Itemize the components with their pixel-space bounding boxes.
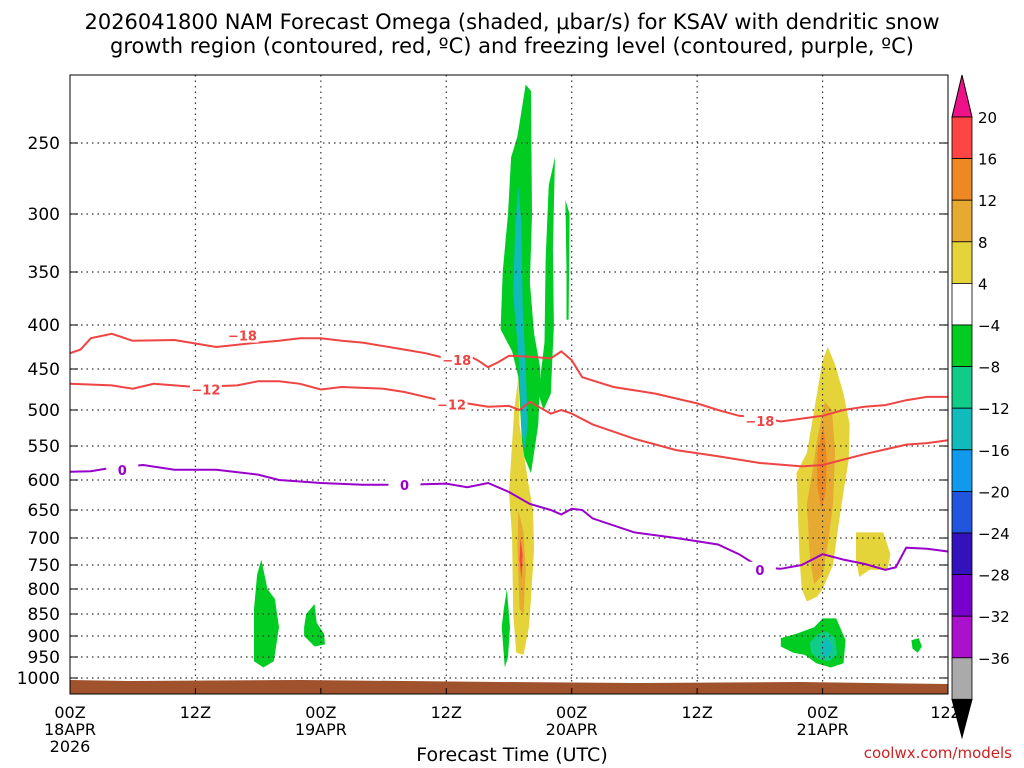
y-tick-label-250: 250 <box>28 134 60 154</box>
minus-18-isotherm-label-bg-2 <box>743 412 776 428</box>
colorbar-top-arrow <box>951 74 973 118</box>
colorbar-swatch-1 <box>951 158 973 201</box>
zero-isotherm-label-bg-2 <box>743 561 776 577</box>
rising-motion-thin-strand <box>565 199 570 320</box>
zero-isotherm-label-bg-0 <box>106 461 139 477</box>
zero-isotherm <box>69 463 949 571</box>
y-tick-label-650: 650 <box>28 501 60 521</box>
colorbar-swatch-10 <box>951 532 973 575</box>
x-tick-label-0-0: 00Z <box>54 703 85 722</box>
y-tick-label-700: 700 <box>28 529 60 549</box>
minus-12-isotherm-label-0: −12 <box>191 384 220 399</box>
colorbar-label-12: −32 <box>978 608 1010 626</box>
colorbar-label-8: −16 <box>978 442 1010 460</box>
colorbar-label-5: −4 <box>978 317 1000 335</box>
y-tick-label-550: 550 <box>28 437 60 457</box>
rising-motion-day1-low-left <box>254 559 279 668</box>
y-tick-label-1000: 1000 <box>17 669 60 689</box>
minus-12-isotherm-label-1: −12 <box>437 398 466 413</box>
x-tick-label-72-1: 21APR <box>797 720 849 739</box>
plot-area: −18 −18 −18 −12 −12 0 0 0 <box>69 74 949 695</box>
colorbar-swatch-7 <box>951 407 973 451</box>
y-tick-label-500: 500 <box>28 401 60 421</box>
colorbar-swatch-8 <box>951 449 973 492</box>
minus-18-isotherm-label-1: −18 <box>442 354 471 369</box>
x-tick-label-60-0: 12Z <box>681 703 712 722</box>
colorbar-swatch-3 <box>951 241 973 284</box>
chart-title-line1: 2026041800 NAM Forecast Omega (shaded, μ… <box>84 10 940 34</box>
y-tick-label-850: 850 <box>28 605 60 625</box>
colorbar-swatch-5 <box>951 324 973 367</box>
y-tick-label-950: 950 <box>28 648 60 668</box>
minus-18-isotherm <box>69 332 948 423</box>
minus-18-isotherm-label-bg-0 <box>226 327 259 343</box>
minus-18-isotherm-label-bg-1 <box>440 352 473 368</box>
colorbar-swatch-12 <box>951 615 973 659</box>
colorbar-legend: 20 16 12 8 4 −4 −8 −12 −16 −20 −24 −28 −32 −36 <box>951 74 1010 740</box>
colorbar-label-3: 8 <box>978 234 988 252</box>
minus-18-isotherm-label-0: −18 <box>228 330 257 345</box>
colorbar-swatch-13 <box>951 657 973 700</box>
x-tick-label-24-1: 19APR <box>295 720 347 739</box>
colorbar-bottom-arrow <box>951 698 973 740</box>
colorbar-swatch-0 <box>951 116 973 159</box>
x-tick-label-72-0: 00Z <box>807 703 838 722</box>
sinking-motion-lower-peak <box>519 538 523 580</box>
colorbar-swatch-9 <box>951 490 973 534</box>
y-axis-labels: 2503003504004505005506006507007508008509… <box>17 134 948 689</box>
colorbar-label-7: −12 <box>978 400 1010 418</box>
chart-title-line2: growth region (contoured, red, ºC) and f… <box>110 34 914 58</box>
rising-motion-upper-core <box>513 185 528 450</box>
colorbar-label-6: −8 <box>978 359 1000 377</box>
zero-isotherm-label-bg-1 <box>388 476 421 492</box>
colorbar-label-13: −36 <box>978 650 1010 668</box>
x-tick-label-24-0: 00Z <box>305 703 336 722</box>
colorbar-label-11: −28 <box>978 567 1010 585</box>
y-tick-label-900: 900 <box>28 627 60 647</box>
colorbar-label-1: 16 <box>978 151 997 169</box>
colorbar-label-4: 4 <box>978 275 988 293</box>
colorbar-label-0: 20 <box>978 109 997 127</box>
y-tick-label-750: 750 <box>28 556 60 576</box>
colorbar-label-9: −20 <box>978 483 1010 501</box>
terrain-surface <box>70 680 948 694</box>
source-credit: coolwx.com/models <box>863 744 1012 762</box>
rising-motion-day3-edge <box>911 638 922 653</box>
colorbar-swatch-6 <box>951 366 973 409</box>
minus-12-isotherm-label-bg-0 <box>189 381 222 397</box>
zero-isotherm-label-0: 0 <box>118 464 127 479</box>
zero-isotherm-label-1: 0 <box>400 479 409 494</box>
plot-frame <box>69 74 949 695</box>
x-tick-label-12-0: 12Z <box>180 703 211 722</box>
minus-12-isotherm-label-bg-1 <box>435 396 468 412</box>
sinking-motion-lower-plume <box>509 377 535 655</box>
colorbar-swatch-11 <box>951 574 973 617</box>
x-tick-label-48-0: 00Z <box>556 703 587 722</box>
rising-motion-day3-surface-peak <box>820 638 833 657</box>
x-tick-label-36-0: 12Z <box>431 703 462 722</box>
y-tick-label-300: 300 <box>28 205 60 225</box>
colorbar-label-2: 12 <box>978 192 997 210</box>
y-tick-label-400: 400 <box>28 316 60 336</box>
rising-motion-secondary-band <box>538 157 555 410</box>
rising-motion-day1-low-right <box>304 604 325 647</box>
rising-motion-day2-surface <box>501 589 510 668</box>
x-tick-label-0-2: 2026 <box>50 737 91 756</box>
colorbar-swatch-2 <box>951 199 973 243</box>
colorbar-swatch-4 <box>951 282 973 326</box>
zero-isotherm-label-2: 0 <box>755 564 764 579</box>
minus-12-isotherm <box>69 380 949 468</box>
colorbar-label-10: −24 <box>978 525 1010 543</box>
x-axis-title: Forecast Time (UTC) <box>416 744 608 766</box>
y-tick-label-800: 800 <box>28 580 60 600</box>
y-tick-label-600: 600 <box>28 471 60 491</box>
y-tick-label-450: 450 <box>28 360 60 380</box>
y-tick-label-350: 350 <box>28 263 60 283</box>
x-tick-label-48-1: 20APR <box>546 720 598 739</box>
sinking-motion-day3-tail <box>856 532 891 577</box>
x-tick-label-0-1: 18APR <box>44 720 96 739</box>
minus-18-isotherm-label-2: −18 <box>745 415 774 430</box>
